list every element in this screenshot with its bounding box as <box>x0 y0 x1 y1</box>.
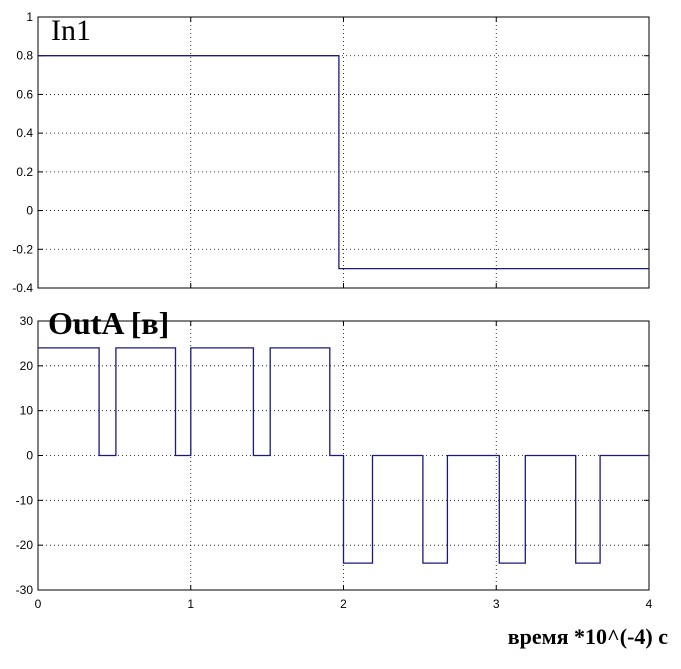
outa-y-tick-label: 0 <box>26 449 33 463</box>
in1-y-tick-label: 0.6 <box>16 87 33 101</box>
x-tick-label: 2 <box>340 597 347 611</box>
outa-title: OutA [в] <box>48 305 169 341</box>
in1-signal-line <box>38 55 649 270</box>
x-tick-label: 0 <box>35 597 42 611</box>
x-tick-label: 3 <box>493 597 500 611</box>
x-axis-label: время *10^(-4) c <box>508 624 669 649</box>
outa-y-tick-label: -30 <box>16 583 34 597</box>
outa-y-tick-label: 20 <box>20 359 34 373</box>
axes-outa: 0 1 2 3 4 30 20 10 0 -10 -20 -30 OutA [в] <box>16 305 653 611</box>
outa-y-tick-label: -10 <box>16 493 34 507</box>
in1-y-tick-label: 0 <box>26 204 33 218</box>
axes-in1-frame <box>37 16 650 289</box>
outa-y-tick-label: 30 <box>20 314 34 328</box>
outa-signal-line <box>38 347 649 564</box>
in1-y-tick-label: -0.4 <box>12 281 33 295</box>
in1-y-tick-label: 0.2 <box>16 165 33 179</box>
in1-y-tick-label: 0.4 <box>16 126 33 140</box>
in1-y-tick-label: 0.8 <box>16 49 33 63</box>
in1-title: In1 <box>51 14 91 47</box>
outa-y-tick-label: -20 <box>16 538 34 552</box>
in1-y-tick-label: -0.2 <box>12 242 33 256</box>
x-tick-label: 4 <box>646 597 653 611</box>
x-tick-label: 1 <box>187 597 194 611</box>
axes-in1: 1 0.8 0.6 0.4 0.2 0 -0.2 -0.4 In1 <box>12 10 650 295</box>
outa-y-tick-label: 10 <box>20 404 34 418</box>
in1-y-tick-label: 1 <box>26 10 33 24</box>
